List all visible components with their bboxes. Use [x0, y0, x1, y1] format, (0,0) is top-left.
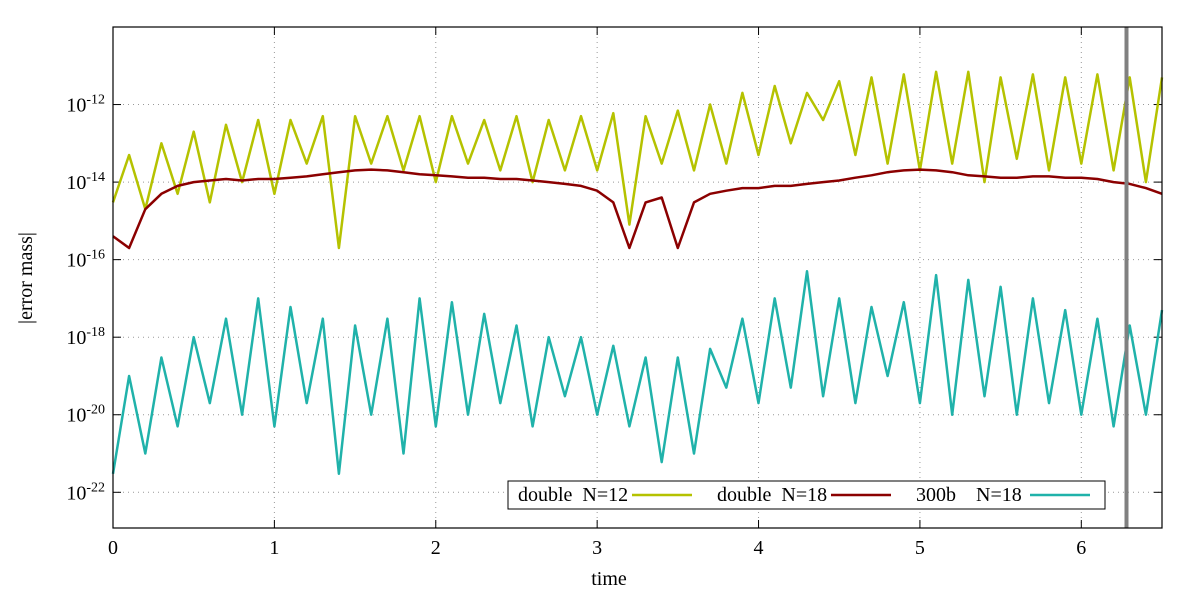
x-tick-label: 5	[915, 537, 925, 559]
y-tick-label: 10-16	[66, 248, 105, 272]
y-tick-exponent: -20	[86, 403, 105, 418]
y-axis-label: |error mass|	[15, 232, 37, 324]
legend-label: double N=18	[717, 484, 827, 506]
series-line	[111, 270, 1164, 476]
y-tick-label: 10-18	[66, 325, 105, 349]
y-tick-label: 10-22	[66, 480, 105, 504]
x-tick-label: 3	[592, 537, 602, 559]
y-tick-base: 10	[66, 405, 86, 427]
legend-label: 300b N=18	[916, 484, 1022, 506]
y-tick-exponent: -16	[86, 248, 105, 263]
series-line	[111, 70, 1164, 250]
y-tick-exponent: -22	[86, 480, 105, 495]
y-tick-base: 10	[66, 250, 86, 272]
y-tick-label: 10-14	[66, 170, 105, 194]
x-axis-label: time	[591, 568, 627, 590]
plot-frame	[112, 26, 1163, 529]
x-tick-label: 2	[431, 537, 441, 559]
y-tick-exponent: -18	[86, 325, 105, 340]
x-tick-label: 4	[754, 537, 764, 559]
x-tick-label: 1	[269, 537, 279, 559]
series-line	[112, 168, 1163, 250]
x-tick-label: 6	[1076, 537, 1086, 559]
legend-box	[507, 480, 1106, 510]
y-tick-base: 10	[66, 172, 86, 194]
y-tick-label: 10-12	[66, 93, 105, 117]
y-tick-base: 10	[66, 95, 86, 117]
y-tick-base: 10	[66, 482, 86, 504]
y-tick-exponent: -14	[86, 170, 105, 185]
x-tick-label: 0	[108, 537, 118, 559]
y-tick-exponent: -12	[86, 93, 105, 108]
legend-label: double N=12	[518, 484, 628, 506]
y-tick-base: 10	[66, 327, 86, 349]
y-tick-label: 10-20	[66, 403, 105, 427]
